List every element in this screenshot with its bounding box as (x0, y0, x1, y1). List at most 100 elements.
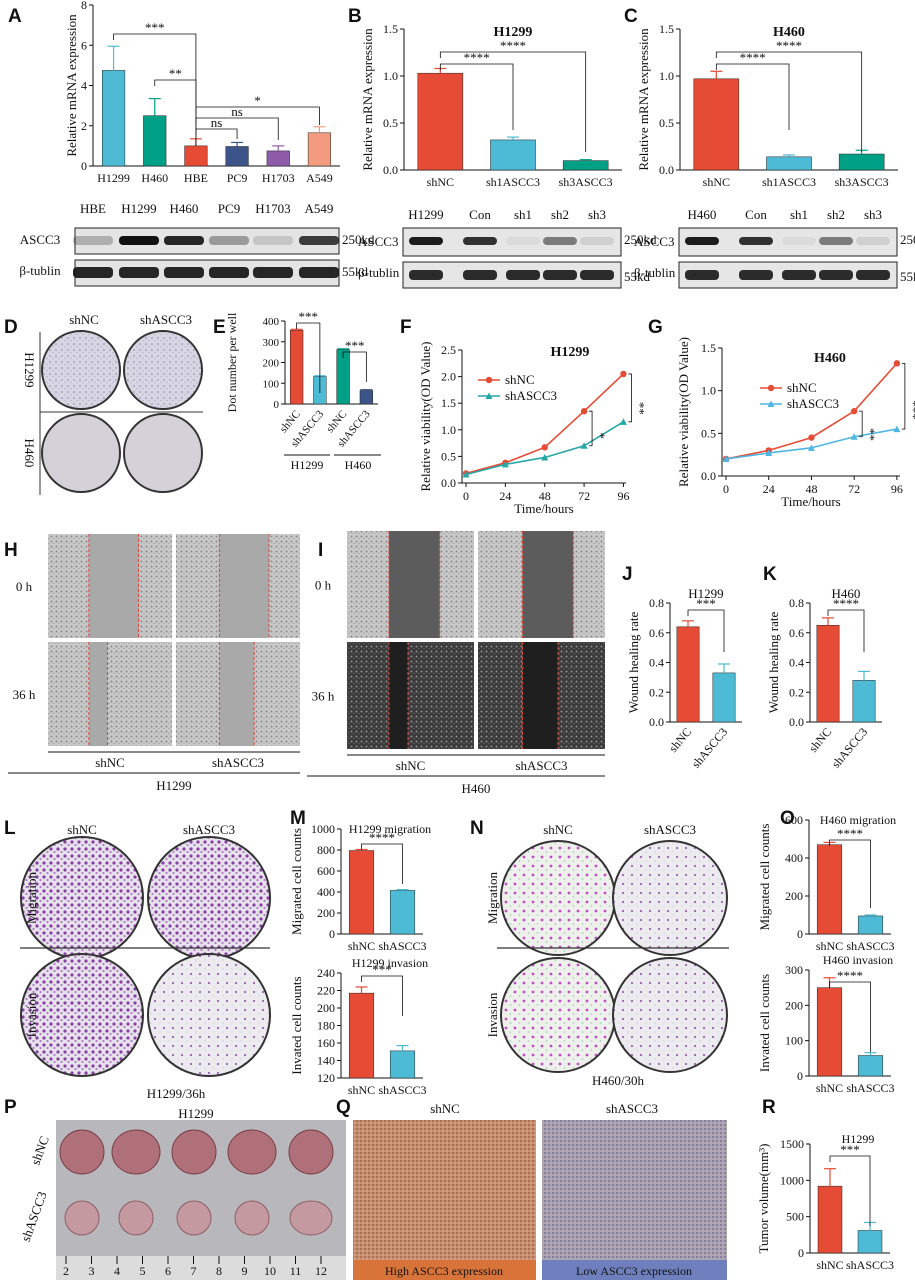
f-point (501, 460, 509, 468)
e-ytick-label: 300 (263, 337, 280, 349)
b-blot-band (543, 270, 577, 280)
e-bar (359, 390, 374, 405)
m-top-title: H1299 migration (349, 822, 431, 836)
b-blot-lane-label: sh3 (588, 207, 606, 222)
r-x-label: shNC (816, 1258, 843, 1272)
c-sig2-sig: **** (776, 38, 802, 53)
c-blot-lane-label: sh2 (827, 207, 845, 222)
b-blot-band (409, 237, 443, 245)
m-bottom-ytick-label: 200 (317, 1001, 335, 1015)
f-ytick-label: 1.0 (441, 423, 456, 437)
b-sig2-bracket (439, 51, 587, 152)
b-title: H1299 (494, 25, 533, 40)
p-tumor-shnc (59, 1129, 105, 1175)
a-blot-band (253, 236, 293, 245)
k-ytick-label: 0.8 (789, 596, 804, 610)
h-row-label: 36 h (13, 687, 36, 702)
p-tumor-shascc3 (289, 1200, 333, 1236)
i-row-label: 0 h (315, 578, 332, 593)
c-blot-band (856, 270, 890, 280)
j-bar (676, 626, 700, 723)
g-point (893, 360, 901, 367)
e-sig2-bracket (342, 351, 367, 382)
n-transwell-well (500, 957, 616, 1073)
j-ytick-label: 0.8 (649, 596, 664, 610)
g-sig-bracket (859, 410, 863, 438)
p-ruler-label: 4 (114, 1264, 120, 1278)
b-y-label: Relative mRNA expression (360, 28, 375, 171)
r-ytick-label: 500 (786, 1210, 804, 1224)
a-blot-lane-label: H1703 (255, 201, 290, 216)
d-colony-well (123, 330, 203, 410)
b-blot-band (580, 270, 614, 280)
g-point (850, 433, 858, 440)
g-point (850, 407, 858, 415)
a-blot-band (299, 267, 339, 278)
m-top-x-label: shNC (348, 939, 375, 953)
m-bottom-title: H1299 invasion (352, 956, 428, 970)
o-top-ytick-label: 200 (785, 889, 803, 903)
j-ytick-label: 0.2 (649, 685, 664, 699)
b-sig2-sig: **** (500, 38, 526, 53)
panel-label-n: N (470, 818, 484, 839)
q-col-label: shNC (430, 1101, 460, 1116)
a-blot-band (119, 267, 159, 278)
q-caption: High ASCC3 expression (385, 1264, 503, 1278)
c-blot-lane-label: sh3 (864, 207, 882, 222)
f-point (541, 444, 548, 451)
e-bar (289, 330, 304, 405)
e-ytick-label: 0 (274, 399, 280, 411)
m-bottom-x-label: shASCC3 (378, 1083, 426, 1097)
p-ruler (56, 1256, 346, 1280)
b-blot-kd: 55kd (624, 269, 651, 284)
i-wound-gap (388, 642, 408, 749)
g-xtick-label: 72 (848, 482, 860, 496)
m-top-ytick-label: 200 (317, 906, 335, 920)
c-bar (838, 153, 885, 171)
a-ytick-label: 8 (81, 0, 87, 12)
a-ytick-label: 0 (81, 159, 87, 173)
k-ytick-label: 0.0 (789, 715, 804, 729)
m-top-ytick-label: 800 (317, 843, 335, 857)
c-blot-lane-label: H460 (688, 207, 717, 222)
c-title: H460 (773, 25, 805, 40)
c-blot-kd: 55kd (900, 269, 915, 284)
c-sig1-bracket (715, 63, 790, 130)
n-transwell-well (500, 840, 616, 956)
b-sig1-bracket (439, 63, 514, 130)
a-blot-band (209, 267, 249, 278)
f-legend-label: shASCC3 (505, 388, 557, 403)
g-point (893, 425, 901, 433)
panel-label-p: P (4, 1097, 17, 1118)
c-blot-band (819, 270, 853, 280)
c-blot-band (782, 270, 816, 280)
c-blot-band (739, 270, 773, 280)
p-ruler-label: 9 (242, 1264, 248, 1278)
h-col-label: shASCC3 (212, 755, 264, 770)
n-transwell-well (612, 957, 728, 1073)
b-blot-kd: 250kd (624, 232, 657, 247)
h-wound-image (48, 642, 172, 746)
l-row-label: Invasion (24, 992, 39, 1037)
g-sig: ** (863, 428, 878, 441)
h-cell-label: H1299 (156, 778, 191, 793)
f-legend-marker (485, 376, 493, 384)
m-bottom-ytick-label: 240 (317, 966, 335, 980)
a-x-label: PC9 (227, 171, 248, 185)
d-colony-well (41, 330, 121, 410)
b-ytick-label: 0.0 (383, 163, 398, 177)
l-transwell-well (20, 953, 144, 1077)
b-ytick-label: 0.5 (383, 116, 398, 130)
a-blot-band (164, 267, 204, 278)
a-sig3-bracket (195, 128, 238, 139)
m-bottom-ytick-label: 160 (317, 1036, 335, 1050)
b-blot-band (543, 237, 577, 245)
l-transwell-well (20, 836, 144, 960)
r-ytick-label: 1500 (780, 1137, 804, 1151)
panel-label-o: O (780, 808, 795, 829)
e-sig1-bracket (296, 322, 321, 393)
p-ruler-label: 6 (165, 1264, 171, 1278)
p-tumor-shascc3 (176, 1200, 212, 1236)
b-blot-lane-label: sh1 (514, 207, 532, 222)
